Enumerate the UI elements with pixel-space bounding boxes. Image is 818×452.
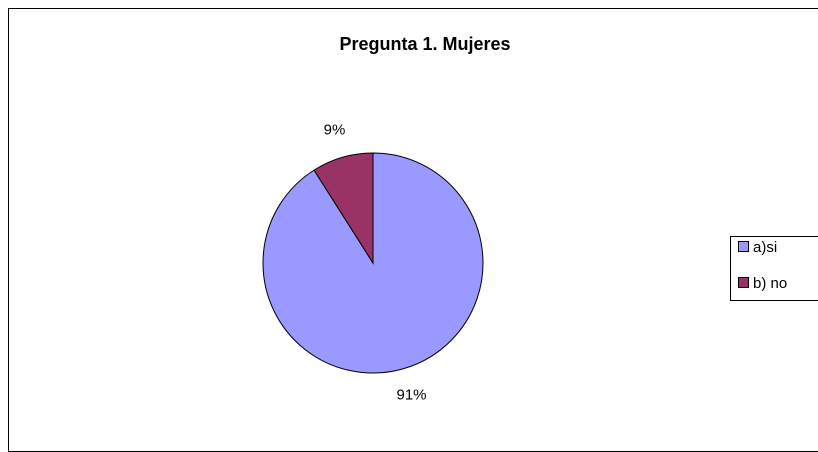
legend-label: b) no [753, 275, 787, 292]
data-label: 9% [324, 121, 346, 138]
legend-swatch [738, 241, 749, 252]
pie-slice [313, 152, 374, 265]
chart-title: Pregunta 1. Mujeres [339, 34, 510, 54]
legend-label: a)si [753, 239, 777, 256]
legend-swatch [738, 277, 749, 288]
data-label: 91% [396, 386, 426, 403]
